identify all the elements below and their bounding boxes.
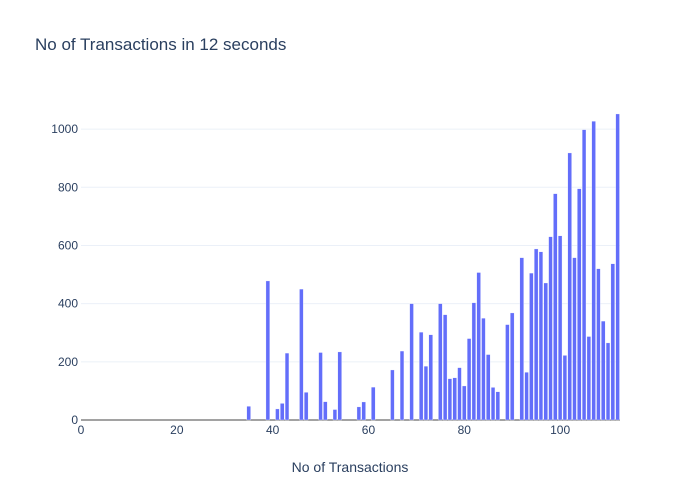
bars bbox=[246, 113, 620, 421]
bar bbox=[457, 367, 462, 421]
x-tick-label: 20 bbox=[170, 423, 184, 437]
bar bbox=[419, 331, 424, 421]
bar bbox=[505, 324, 510, 421]
bar bbox=[371, 386, 376, 421]
y-tick-label: 0 bbox=[71, 413, 78, 427]
bar bbox=[284, 352, 290, 421]
x-tick-label: 60 bbox=[362, 423, 376, 437]
bar bbox=[586, 336, 591, 421]
bar bbox=[481, 318, 486, 421]
bar bbox=[519, 257, 524, 421]
bar bbox=[538, 251, 544, 421]
bar bbox=[246, 406, 251, 421]
bar bbox=[428, 334, 433, 421]
bar bbox=[280, 403, 285, 421]
bar bbox=[409, 303, 414, 421]
bar bbox=[601, 320, 606, 421]
bar bbox=[332, 409, 337, 421]
bar bbox=[495, 391, 500, 421]
x-tick-label: 80 bbox=[458, 423, 472, 437]
bar bbox=[323, 401, 328, 421]
x-axis-title: No of Transactions bbox=[292, 459, 409, 475]
bar bbox=[443, 314, 448, 421]
bar bbox=[591, 121, 596, 421]
bar bbox=[275, 408, 280, 421]
x-tick-label: 100 bbox=[550, 423, 570, 437]
y-tick-label: 1000 bbox=[51, 122, 78, 136]
bar bbox=[299, 288, 304, 421]
bar bbox=[486, 354, 491, 421]
bar bbox=[304, 392, 309, 421]
y-axis-ticks: 0 200 400 600 800 1000 bbox=[51, 122, 78, 427]
bar bbox=[553, 193, 558, 421]
bar bbox=[572, 257, 577, 421]
chart-title: No of Transactions in 12 seconds bbox=[35, 35, 286, 54]
bar bbox=[567, 152, 572, 421]
bar bbox=[399, 350, 405, 421]
bar bbox=[471, 302, 476, 421]
bar bbox=[356, 406, 361, 421]
bar bbox=[524, 372, 529, 421]
bar bbox=[467, 338, 472, 421]
bar bbox=[318, 352, 323, 421]
y-tick-label: 400 bbox=[58, 297, 78, 311]
bar bbox=[615, 113, 620, 421]
bar bbox=[543, 282, 548, 421]
bar bbox=[510, 312, 515, 421]
bar bbox=[582, 129, 587, 421]
bar bbox=[462, 385, 467, 421]
bar bbox=[361, 401, 366, 421]
bar bbox=[562, 355, 567, 421]
bar bbox=[438, 303, 443, 421]
bar bbox=[476, 272, 481, 421]
bar bbox=[534, 248, 539, 421]
y-tick-label: 800 bbox=[58, 180, 78, 194]
x-tick-label: 0 bbox=[78, 423, 85, 437]
bar bbox=[337, 351, 342, 421]
bar bbox=[390, 369, 395, 421]
bar bbox=[577, 188, 582, 421]
bar bbox=[610, 263, 615, 421]
x-tick-label: 40 bbox=[266, 423, 280, 437]
bar bbox=[423, 366, 429, 421]
bar bbox=[452, 377, 457, 421]
bar bbox=[596, 268, 601, 421]
bar bbox=[529, 272, 534, 421]
bar bbox=[490, 387, 496, 421]
bar bbox=[605, 342, 611, 421]
bar bbox=[265, 280, 270, 421]
bar bbox=[447, 378, 452, 421]
x-axis-ticks: 0 20 40 60 80 100 bbox=[78, 423, 571, 437]
bar bbox=[558, 235, 563, 421]
y-tick-label: 600 bbox=[58, 238, 78, 252]
y-tick-label: 200 bbox=[58, 355, 78, 369]
bar bbox=[548, 236, 553, 421]
